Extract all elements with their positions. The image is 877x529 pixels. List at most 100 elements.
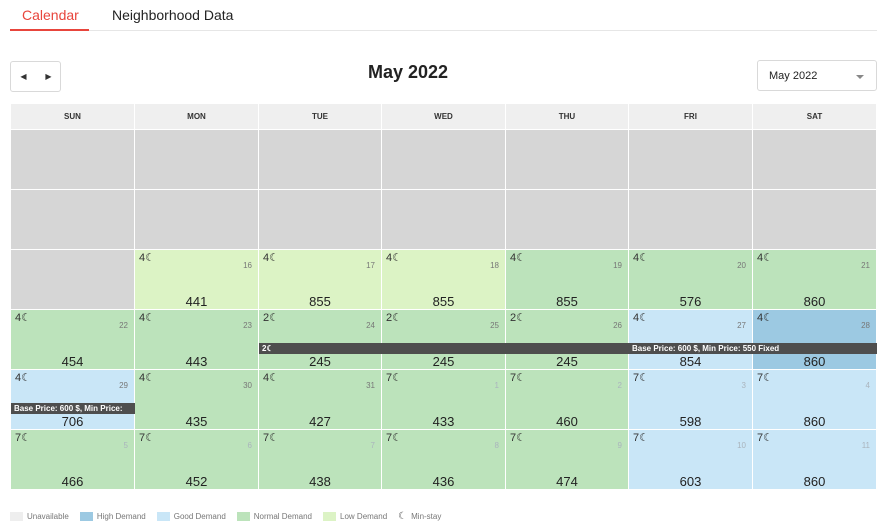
calendar-cell-unavailable[interactable] [506, 130, 629, 190]
calendar-cell-unavailable[interactable] [259, 130, 382, 190]
calendar-day-cell[interactable]: 4☾ 20 576 [629, 250, 753, 310]
chevron-down-icon [856, 75, 864, 79]
calendar-day-cell[interactable]: 4☾ 19 855 [506, 250, 629, 310]
calendar-day-cell[interactable]: 4☾ 22 454 [11, 310, 135, 370]
calendar-day-cell[interactable]: 4☾ 30 435 [135, 370, 259, 430]
calendar-cell-unavailable[interactable] [506, 190, 629, 250]
min-stay-label: 7☾ [263, 432, 279, 444]
day-number: 21 [861, 261, 870, 270]
legend-item: High Demand [79, 511, 146, 521]
event-bar[interactable]: Base Price: 600 $, Min Price: [11, 403, 135, 414]
day-price: 855 [556, 294, 578, 309]
day-price: 441 [185, 294, 208, 309]
legend-swatch [10, 511, 23, 521]
day-number: 9 [617, 441, 622, 450]
calendar-day-cell[interactable]: 7☾ 9 474 [506, 430, 629, 490]
calendar-day-cell[interactable]: 4☾ 31 427 [259, 370, 382, 430]
day-number: 26 [613, 321, 622, 330]
calendar-day-cell[interactable]: 7☾ 6 452 [135, 430, 259, 490]
calendar-cell-unavailable[interactable] [11, 130, 135, 190]
calendar-day-cell[interactable]: 4☾ 27 854 [629, 310, 753, 370]
day-price: 454 [61, 354, 84, 369]
calendar-cell-unavailable[interactable] [753, 130, 877, 190]
day-price: 466 [61, 474, 84, 489]
min-stay-label: 4☾ [633, 252, 649, 264]
weekday-header: TUE [259, 104, 382, 129]
calendar-day-cell[interactable]: 2☾ 26 245 [506, 310, 629, 370]
calendar-day-cell[interactable]: 7☾ 2 460 [506, 370, 629, 430]
day-number: 30 [243, 381, 252, 390]
calendar-day-cell[interactable]: 7☾ 3 598 [629, 370, 753, 430]
calendar-cell-unavailable[interactable] [135, 130, 259, 190]
min-stay-label: 7☾ [510, 372, 526, 384]
calendar-day-cell[interactable]: 4☾ 16 441 [135, 250, 259, 310]
min-stay-label: 4☾ [263, 372, 279, 384]
calendar-day-cell[interactable]: 4☾ 21 860 [753, 250, 877, 310]
calendar-cell-unavailable[interactable] [259, 190, 382, 250]
legend-item: Good Demand [156, 511, 226, 521]
day-number: 5 [123, 441, 128, 450]
day-number: 6 [247, 441, 252, 450]
min-stay-label: 7☾ [139, 432, 155, 444]
calendar-cell-unavailable[interactable] [629, 130, 753, 190]
day-number: 18 [490, 261, 499, 270]
day-price: 603 [679, 474, 702, 489]
calendar-day-cell[interactable]: 4☾ 18 855 [382, 250, 506, 310]
calendar-day-cell[interactable]: 2☾ 24 245 [259, 310, 382, 370]
calendar-cell-unavailable[interactable] [753, 190, 877, 250]
month-select-value: May 2022 [769, 70, 818, 82]
weekday-header: SUN [11, 104, 135, 129]
event-bar[interactable]: Base Price: 600 $, Min Price: 550 Fixed [629, 343, 877, 354]
calendar-cell-unavailable[interactable] [629, 190, 753, 250]
day-number: 10 [737, 441, 746, 450]
event-bar[interactable]: 2☾ [259, 343, 629, 354]
calendar-day-cell[interactable]: 2☾ 25 245 [382, 310, 506, 370]
calendar-day-cell[interactable]: 7☾ 11 860 [753, 430, 877, 490]
min-stay-label: 7☾ [633, 432, 649, 444]
calendar-cell-unavailable[interactable] [11, 190, 135, 250]
calendar-day-cell[interactable]: 7☾ 4 860 [753, 370, 877, 430]
tab-neighborhood-data[interactable]: Neighborhood Data [112, 7, 234, 23]
next-month-button[interactable]: ▶ [36, 62, 61, 91]
min-stay-label: 2☾ [263, 312, 279, 324]
calendar-day-cell[interactable]: 7☾ 5 466 [11, 430, 135, 490]
day-price: 860 [803, 294, 826, 309]
calendar-day-cell[interactable]: 4☾ 23 443 [135, 310, 259, 370]
tab-calendar[interactable]: Calendar [10, 7, 89, 31]
calendar-cell-unavailable[interactable] [382, 130, 506, 190]
legend-label: Normal Demand [253, 511, 313, 521]
tab-bar: Calendar Neighborhood Data [10, 0, 877, 31]
min-stay-label: 4☾ [263, 252, 279, 264]
calendar-day-cell[interactable]: 4☾ 17 855 [259, 250, 382, 310]
chevron-left-icon: ◀ [20, 72, 27, 81]
day-number: 2 [617, 381, 622, 390]
chevron-right-icon: ▶ [45, 72, 52, 81]
calendar-day-cell[interactable]: 7☾ 7 438 [259, 430, 382, 490]
day-price: 860 [803, 354, 826, 369]
calendar-day-cell[interactable]: 7☾ 10 603 [629, 430, 753, 490]
weekday-header: FRI [629, 104, 753, 129]
day-price: 855 [432, 294, 455, 309]
day-number: 1 [494, 381, 499, 390]
day-price: 436 [432, 474, 455, 489]
calendar-day-cell[interactable]: 7☾ 8 436 [382, 430, 506, 490]
calendar-cell-unavailable[interactable] [11, 250, 135, 310]
calendar-cell-unavailable[interactable] [135, 190, 259, 250]
calendar-day-cell[interactable]: 4☾ 28 860 [753, 310, 877, 370]
day-price: 427 [309, 414, 331, 429]
legend-label: Unavailable [27, 511, 69, 521]
day-number: 19 [613, 261, 622, 270]
moon-icon: ☾ [398, 510, 408, 522]
prev-month-button[interactable]: ◀ [11, 62, 36, 91]
calendar-day-cell[interactable]: 7☾ 1 433 [382, 370, 506, 430]
calendar-cell-unavailable[interactable] [382, 190, 506, 250]
legend-swatch [236, 511, 250, 521]
legend: Unavailable High Demand Good Demand Normal … [10, 510, 452, 522]
day-price: 576 [679, 294, 702, 309]
day-price: 854 [679, 354, 702, 369]
month-select[interactable]: May 2022 [757, 60, 877, 91]
day-number: 22 [119, 321, 128, 330]
calendar-day-cell[interactable]: 4☾ 29 706 [11, 370, 135, 430]
legend-swatch [323, 511, 337, 521]
day-price: 855 [309, 294, 331, 309]
